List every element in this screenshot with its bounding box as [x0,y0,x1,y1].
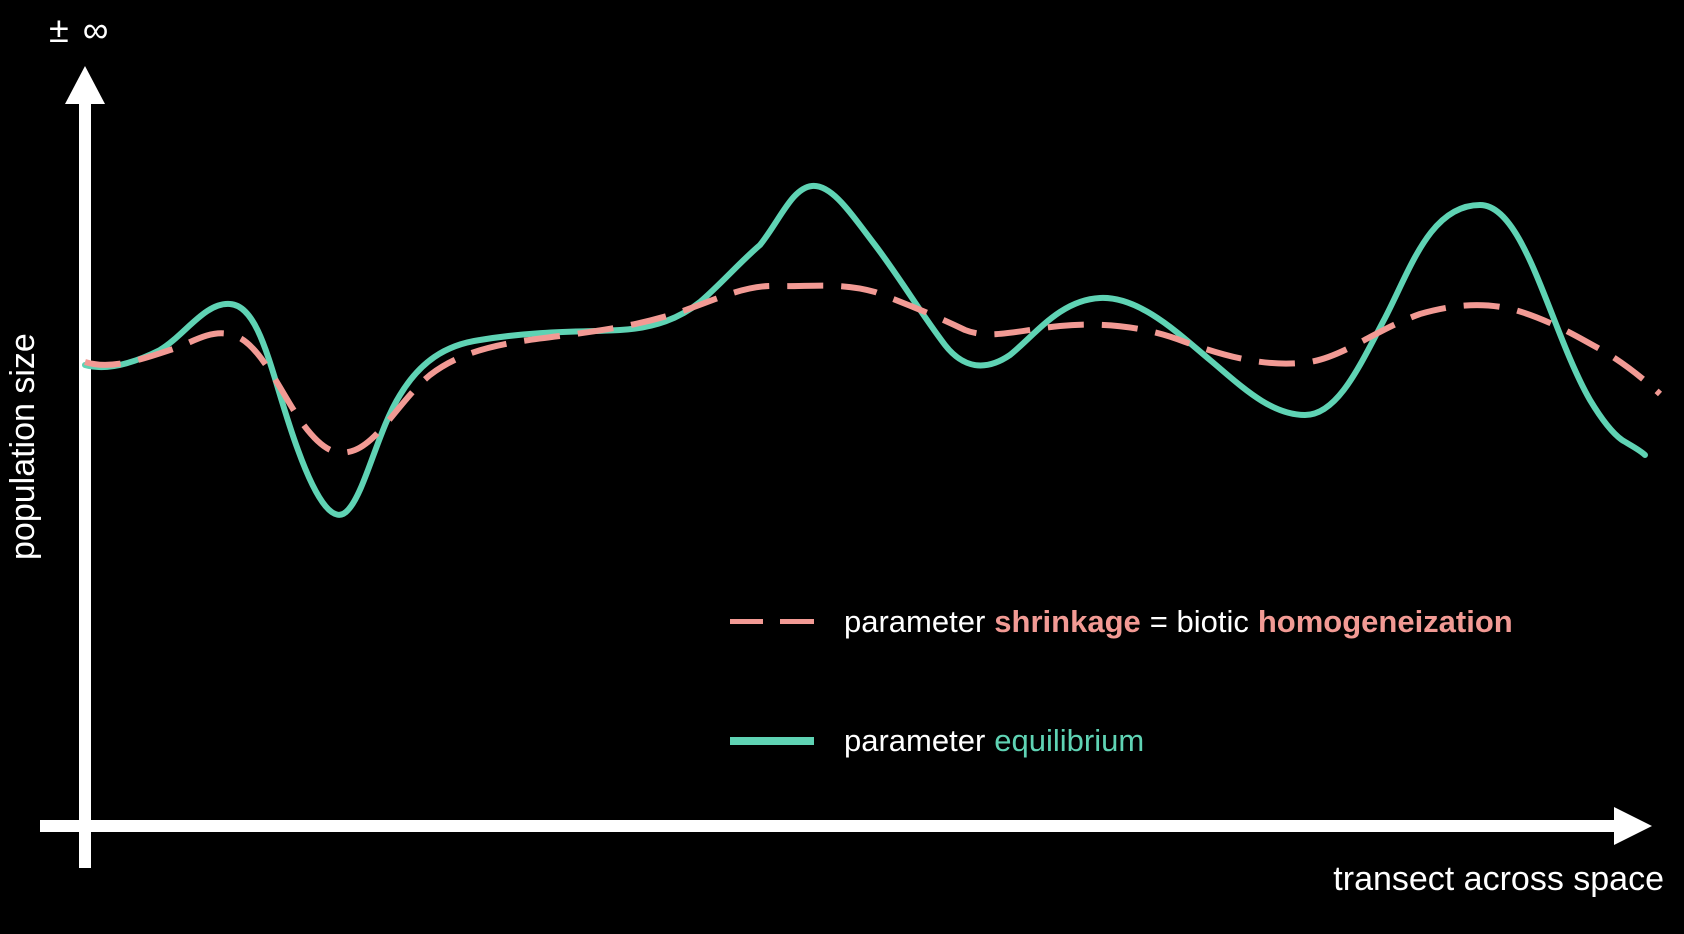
dashed-line-swatch-icon [730,619,814,624]
y-axis-label: population size [4,333,42,560]
legend-shrinkage-result: homogeneization [1257,604,1513,639]
legend-equilibrium-term: equilibrium [994,723,1145,758]
y-axis-top-label: ± ∞ [49,9,111,50]
x-axis-label: transect across space [1333,860,1664,898]
y-axis [65,66,105,868]
legend-equilibrium-prefix: parameter [844,723,986,758]
legend-item-equilibrium: parameter equilibrium [730,725,1144,756]
x-axis-arrowhead [1614,807,1652,845]
equilibrium-curve [82,182,1648,518]
legend-item-shrinkage: parameter shrinkage = biotic homogeneiza… [730,606,1513,637]
solid-line-swatch-icon [730,736,814,745]
legend-shrinkage-equals: = biotic [1149,604,1249,639]
y-axis-arrowhead [65,66,105,104]
legend-shrinkage-term: shrinkage [994,604,1141,639]
shrinkage-curve [84,282,1663,456]
x-axis [40,807,1652,845]
legend-shrinkage-prefix: parameter [844,604,986,639]
